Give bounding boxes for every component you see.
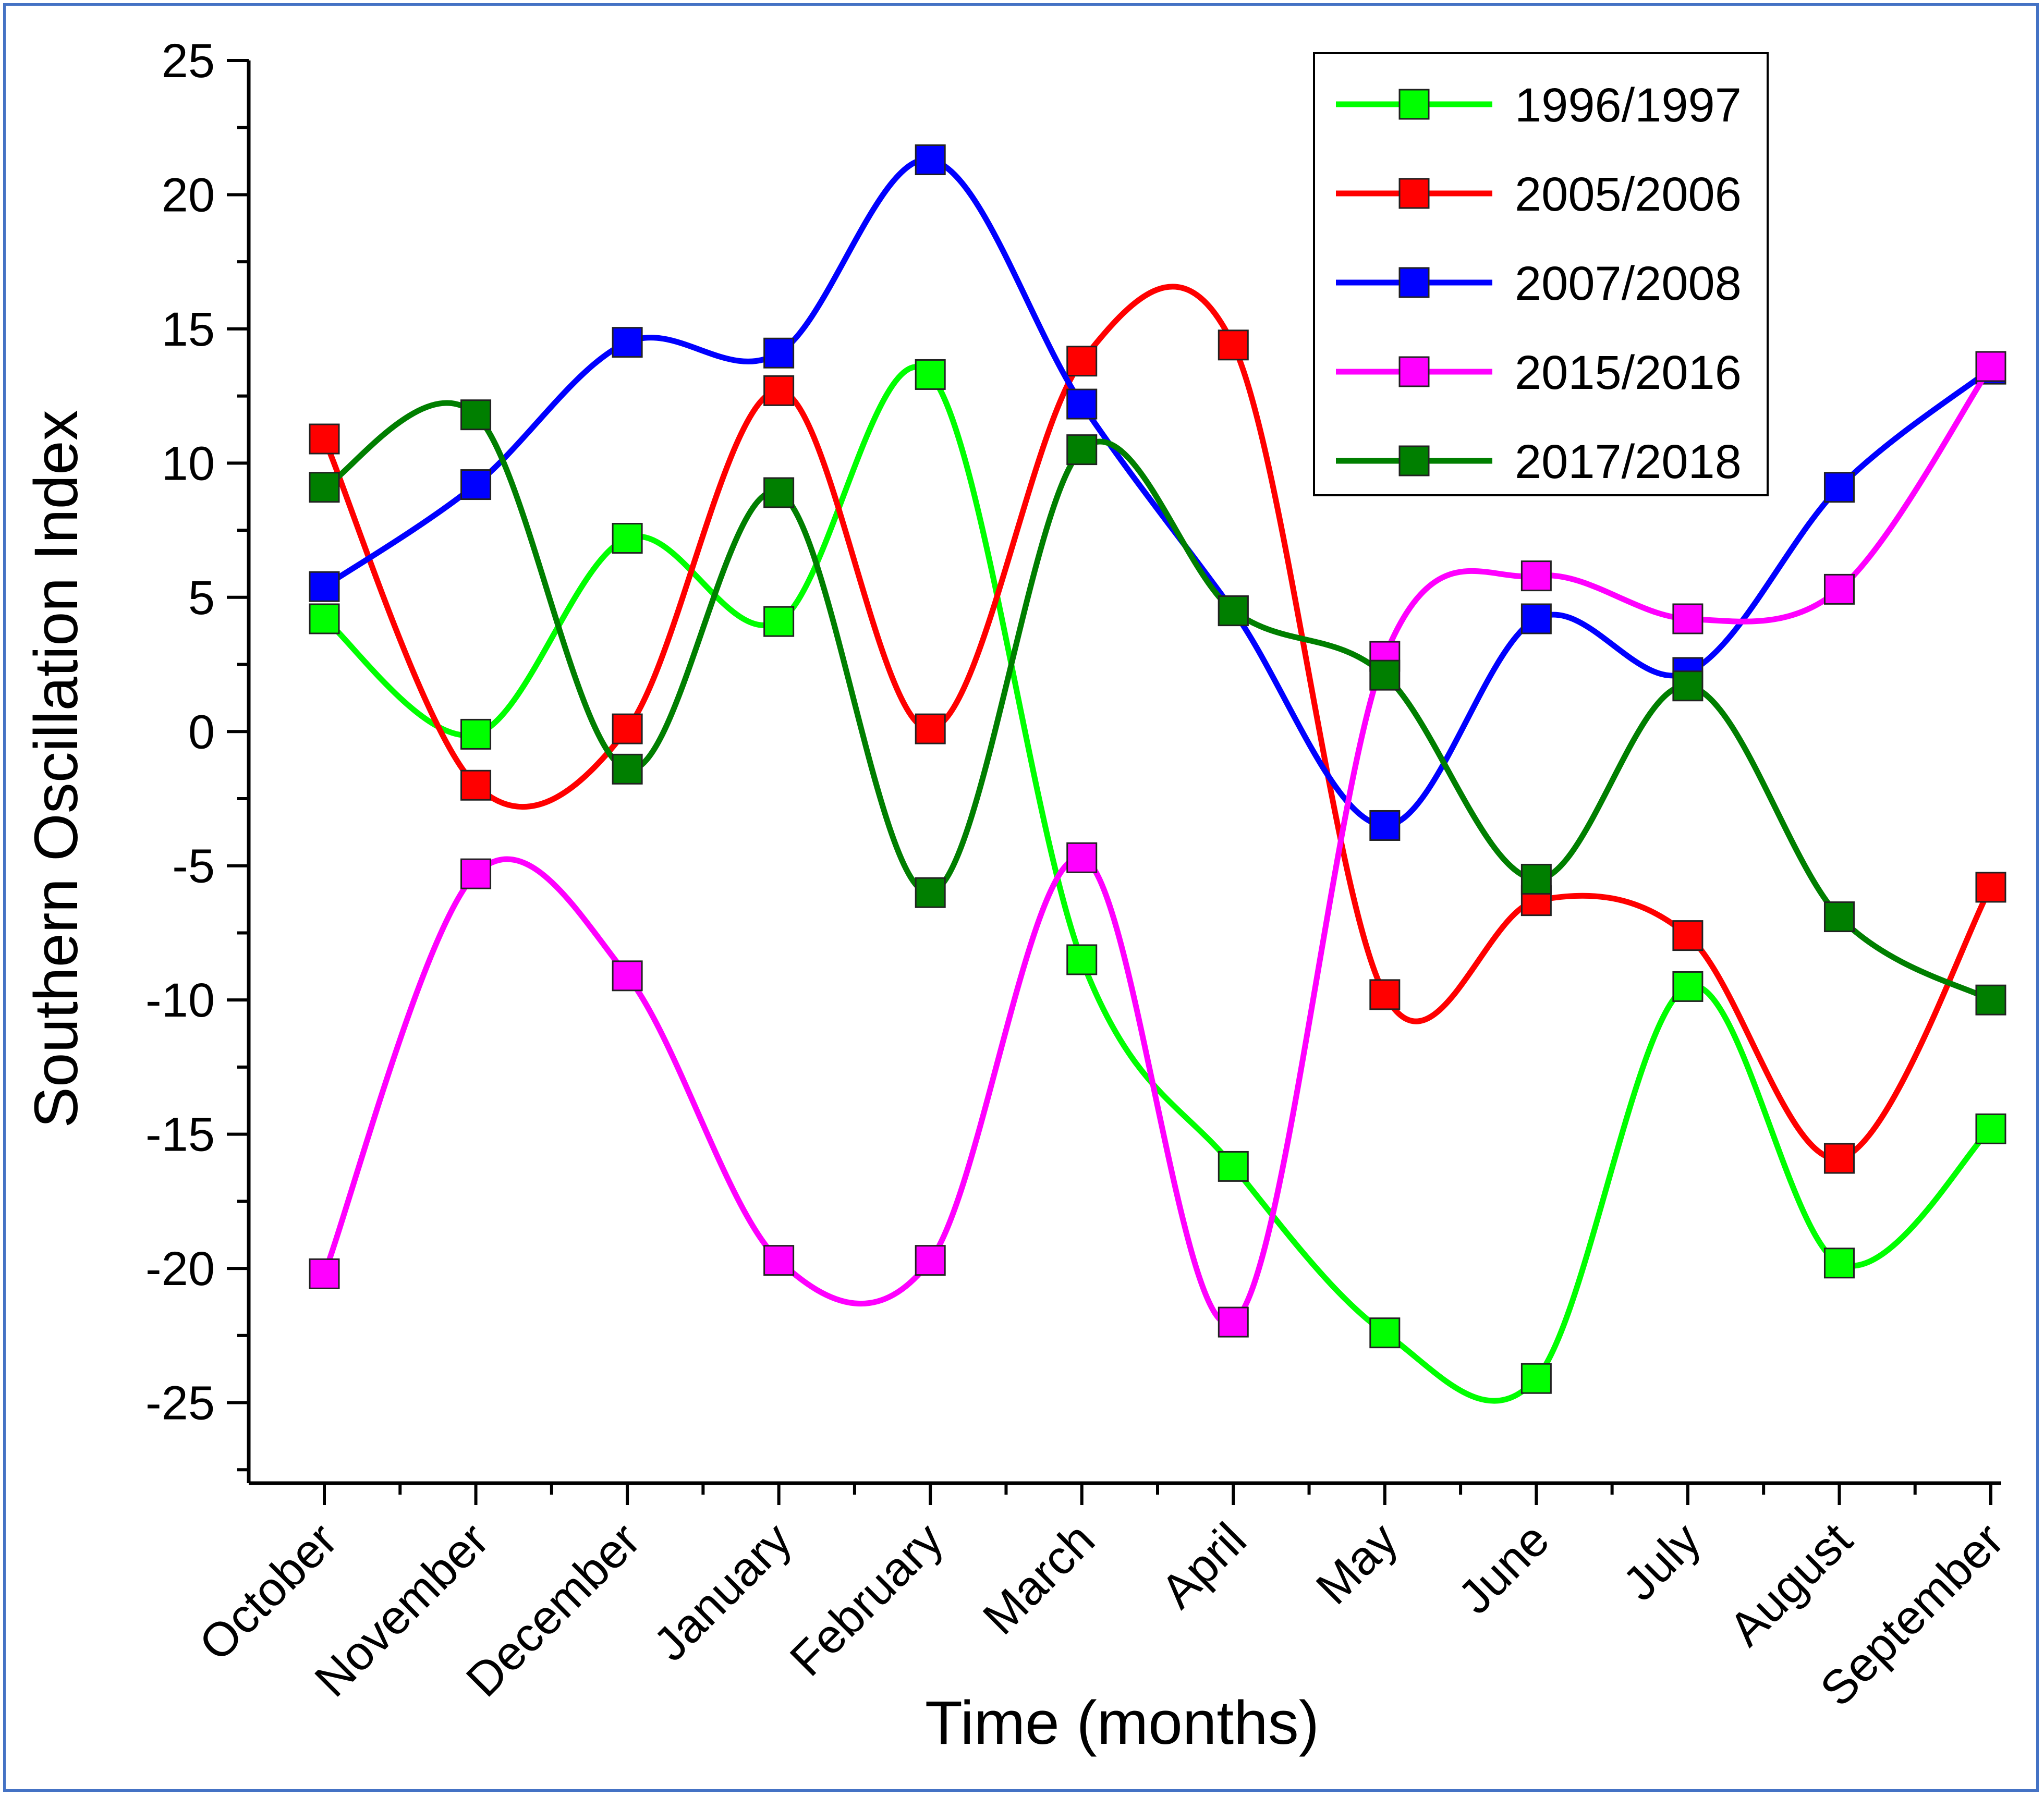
x-tick-label: May bbox=[1306, 1513, 1408, 1615]
legend-marker bbox=[1398, 356, 1430, 387]
data-point bbox=[460, 469, 492, 500]
data-point bbox=[1823, 901, 1855, 933]
data-point bbox=[1823, 472, 1855, 503]
y-tick-label: 10 bbox=[162, 437, 215, 490]
y-axis-title: Southern Oscillation Index bbox=[22, 410, 91, 1128]
y-tick-label: -10 bbox=[145, 974, 215, 1027]
data-point bbox=[612, 327, 643, 358]
data-point bbox=[915, 1245, 946, 1276]
x-tick-label: June bbox=[1448, 1513, 1559, 1624]
x-tick-label: March bbox=[973, 1513, 1105, 1645]
data-point bbox=[1975, 872, 2006, 903]
data-point bbox=[1066, 944, 1098, 975]
legend-label: 1996/1997 bbox=[1515, 79, 1742, 132]
data-point bbox=[915, 877, 946, 908]
y-tick-label: 5 bbox=[188, 571, 215, 625]
legend-box bbox=[1313, 52, 1769, 496]
legend-marker bbox=[1398, 267, 1430, 298]
data-point bbox=[763, 337, 795, 369]
data-point bbox=[460, 718, 492, 750]
data-point bbox=[309, 1258, 340, 1289]
legend-marker bbox=[1398, 445, 1430, 476]
y-tick-label: -5 bbox=[172, 840, 215, 893]
data-point bbox=[1672, 603, 1704, 634]
data-point bbox=[763, 477, 795, 508]
data-point bbox=[460, 399, 492, 431]
data-point bbox=[1369, 1317, 1401, 1349]
data-point bbox=[1975, 1113, 2006, 1144]
data-point bbox=[612, 713, 643, 744]
legend-label: 2007/2008 bbox=[1515, 257, 1742, 310]
data-point bbox=[1975, 351, 2006, 382]
series-2015-2016 bbox=[309, 351, 2006, 1338]
data-point bbox=[1218, 329, 1249, 361]
data-point bbox=[1520, 560, 1552, 592]
series-line bbox=[321, 364, 1993, 1327]
data-point bbox=[763, 606, 795, 637]
data-point bbox=[309, 423, 340, 455]
data-point bbox=[1520, 1363, 1552, 1394]
x-tick-label: February bbox=[780, 1513, 953, 1686]
data-point bbox=[612, 960, 643, 992]
x-tick-label: April bbox=[1151, 1513, 1256, 1618]
data-point bbox=[1066, 842, 1098, 873]
data-point bbox=[1218, 1151, 1249, 1182]
data-point bbox=[1520, 863, 1552, 895]
data-point bbox=[1823, 1143, 1855, 1174]
legend-label: 2017/2018 bbox=[1515, 435, 1742, 488]
y-tick-label: -15 bbox=[145, 1108, 215, 1162]
series-1996-1997 bbox=[309, 359, 2006, 1404]
data-point bbox=[915, 359, 946, 390]
data-point bbox=[1823, 573, 1855, 605]
data-point bbox=[460, 858, 492, 889]
x-axis-title: Time (months) bbox=[925, 1689, 1319, 1757]
data-point bbox=[309, 603, 340, 634]
legend-label: 2015/2016 bbox=[1515, 346, 1742, 399]
y-tick-label: -25 bbox=[145, 1377, 215, 1430]
data-point bbox=[1369, 810, 1401, 841]
legend-label: 2005/2006 bbox=[1515, 168, 1742, 221]
data-point bbox=[1066, 434, 1098, 466]
x-tick-label: January bbox=[643, 1513, 802, 1671]
data-point bbox=[612, 523, 643, 554]
data-point bbox=[309, 571, 340, 602]
data-point bbox=[1066, 388, 1098, 420]
series-2017-2018 bbox=[309, 399, 2006, 1016]
data-point bbox=[1520, 603, 1552, 634]
data-point bbox=[1672, 920, 1704, 951]
series-layer bbox=[309, 144, 2006, 1404]
y-tick-label: 15 bbox=[162, 303, 215, 356]
x-tick-label: August bbox=[1719, 1513, 1863, 1656]
data-point bbox=[1672, 670, 1704, 702]
y-tick-label: 20 bbox=[162, 168, 215, 222]
x-tick-label: July bbox=[1613, 1513, 1711, 1611]
data-point bbox=[612, 753, 643, 785]
data-point bbox=[1975, 984, 2006, 1016]
data-point bbox=[1066, 346, 1098, 377]
data-point bbox=[1369, 979, 1401, 1010]
data-point bbox=[460, 769, 492, 801]
legend-marker bbox=[1398, 89, 1430, 120]
data-point bbox=[1218, 595, 1249, 627]
data-point bbox=[1823, 1248, 1855, 1279]
y-tick-label: 0 bbox=[188, 705, 215, 759]
series-line bbox=[322, 364, 1993, 1404]
data-point bbox=[1369, 659, 1401, 691]
x-tick-label: October bbox=[189, 1513, 348, 1671]
data-point bbox=[309, 472, 340, 503]
y-tick-label: -20 bbox=[145, 1242, 215, 1295]
data-point bbox=[763, 1245, 795, 1276]
y-tick-label: 25 bbox=[162, 34, 215, 88]
data-point bbox=[763, 375, 795, 406]
legend: 1996/1997 2005/2006 2007/2008 2015/2016 2017… bbox=[1313, 52, 1769, 496]
data-point bbox=[915, 144, 946, 176]
data-point bbox=[915, 713, 946, 744]
legend-marker bbox=[1398, 178, 1430, 209]
data-point bbox=[1218, 1306, 1249, 1338]
data-point bbox=[1672, 971, 1704, 1002]
series-2005-2006 bbox=[309, 284, 2006, 1174]
